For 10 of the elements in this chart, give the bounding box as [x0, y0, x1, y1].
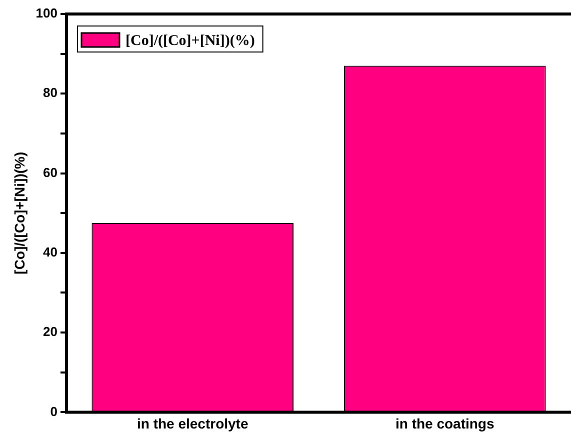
y-tick-label: 100 — [36, 6, 58, 21]
y-tick-label: 80 — [43, 85, 58, 100]
y-tick-label: 0 — [50, 404, 58, 419]
y-tick-label: 40 — [43, 244, 58, 260]
x-tick-label: in the coatings — [395, 415, 494, 432]
y-tick-label: 20 — [43, 324, 58, 340]
x-tick-label: in the electrolyte — [136, 415, 248, 432]
y-axis-title: [Co]/([Co]+[Ni])(%) — [11, 152, 28, 274]
y-tick-label: 60 — [43, 164, 58, 180]
legend-label: [Co]/([Co]+[Ni])(%) — [125, 32, 255, 49]
